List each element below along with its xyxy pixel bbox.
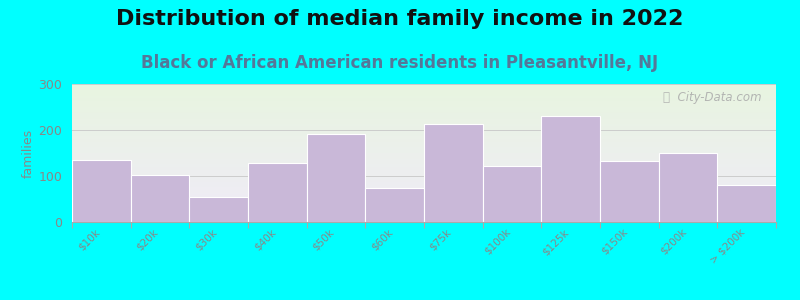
Bar xyxy=(658,153,718,222)
Bar xyxy=(72,160,130,222)
Bar xyxy=(424,124,482,222)
Y-axis label: families: families xyxy=(22,128,34,178)
Bar xyxy=(600,161,658,222)
Bar xyxy=(542,116,600,222)
Bar xyxy=(248,163,306,222)
Text: Distribution of median family income in 2022: Distribution of median family income in … xyxy=(116,9,684,29)
Bar xyxy=(190,197,248,222)
Bar xyxy=(306,134,366,222)
Bar xyxy=(482,166,542,222)
Bar xyxy=(718,185,776,222)
Text: Black or African American residents in Pleasantville, NJ: Black or African American residents in P… xyxy=(142,54,658,72)
Text: ⓘ  City-Data.com: ⓘ City-Data.com xyxy=(663,91,762,104)
Bar xyxy=(366,188,424,222)
Bar xyxy=(130,175,190,222)
